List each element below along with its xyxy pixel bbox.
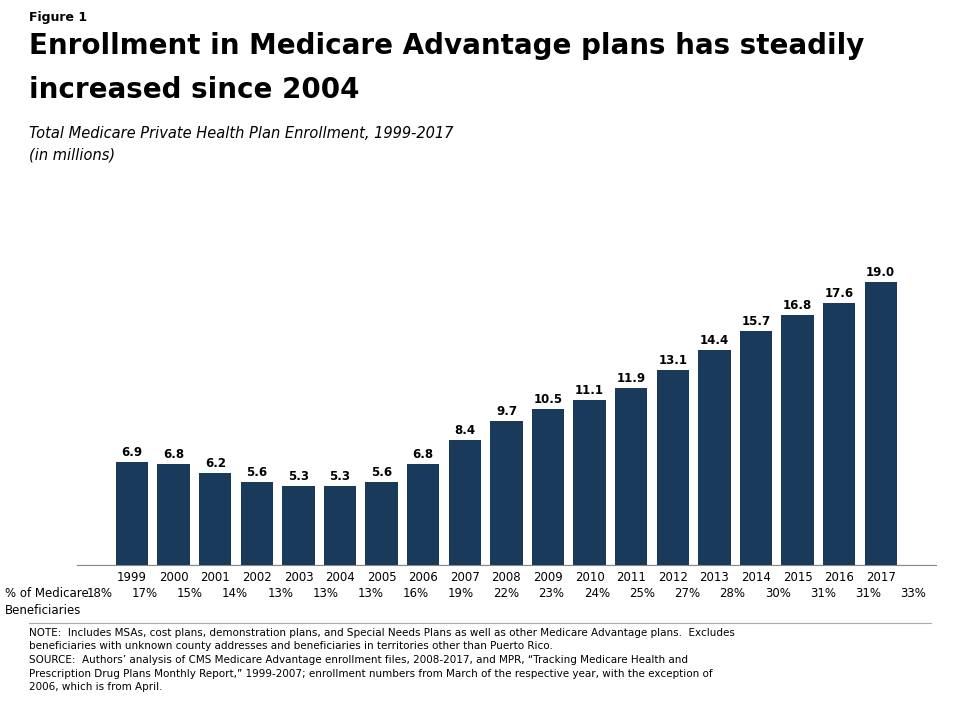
Bar — [532, 409, 564, 565]
Text: 31%: 31% — [810, 587, 836, 600]
Text: 19%: 19% — [448, 587, 474, 600]
Text: 17%: 17% — [132, 587, 157, 600]
Bar — [657, 370, 689, 565]
Bar — [573, 400, 606, 565]
Text: 13%: 13% — [313, 587, 339, 600]
Text: 33%: 33% — [900, 587, 926, 600]
Text: 16%: 16% — [403, 587, 429, 600]
Text: 13%: 13% — [358, 587, 384, 600]
Text: 6.9: 6.9 — [122, 446, 143, 459]
Text: KAISER: KAISER — [842, 660, 903, 675]
Text: 5.3: 5.3 — [288, 470, 309, 483]
Bar — [157, 464, 190, 565]
Text: 14%: 14% — [222, 587, 248, 600]
Bar — [781, 315, 814, 565]
Text: 11.1: 11.1 — [575, 384, 604, 397]
Text: 23%: 23% — [539, 587, 564, 600]
Text: NOTE:  Includes MSAs, cost plans, demonstration plans, and Special Needs Plans a: NOTE: Includes MSAs, cost plans, demonst… — [29, 628, 734, 692]
Text: 6.2: 6.2 — [204, 456, 226, 469]
Text: FOUNDATION: FOUNDATION — [844, 696, 901, 706]
Bar — [282, 486, 315, 565]
Text: 13.1: 13.1 — [659, 354, 687, 367]
Text: 28%: 28% — [719, 587, 746, 600]
Bar — [865, 282, 897, 565]
Bar — [324, 486, 356, 565]
Text: 14.4: 14.4 — [700, 335, 729, 348]
Text: 9.7: 9.7 — [496, 405, 516, 418]
Text: Enrollment in Medicare Advantage plans has steadily: Enrollment in Medicare Advantage plans h… — [29, 32, 864, 60]
Text: 11.9: 11.9 — [616, 372, 646, 384]
Text: 24%: 24% — [584, 587, 610, 600]
Text: 18%: 18% — [86, 587, 112, 600]
Text: 22%: 22% — [493, 587, 519, 600]
Text: 8.4: 8.4 — [454, 424, 475, 437]
Text: 13%: 13% — [267, 587, 294, 600]
Bar — [698, 351, 731, 565]
Bar — [199, 473, 231, 565]
Text: 6.8: 6.8 — [163, 448, 184, 461]
Text: 31%: 31% — [855, 587, 881, 600]
Text: 6.8: 6.8 — [413, 448, 434, 461]
Text: 16.8: 16.8 — [783, 299, 812, 312]
Bar — [740, 331, 772, 565]
Text: 15.7: 15.7 — [741, 315, 771, 328]
Text: FAMILY: FAMILY — [843, 678, 902, 693]
Bar — [116, 462, 148, 565]
Text: 15%: 15% — [177, 587, 203, 600]
Bar — [615, 387, 647, 565]
Bar — [407, 464, 440, 565]
Text: 5.3: 5.3 — [329, 470, 350, 483]
Text: increased since 2004: increased since 2004 — [29, 76, 359, 104]
Bar — [823, 302, 855, 565]
Text: 10.5: 10.5 — [534, 392, 563, 405]
Bar — [241, 482, 273, 565]
Text: 25%: 25% — [629, 587, 655, 600]
Text: THE HENRY J.: THE HENRY J. — [847, 644, 899, 649]
Text: Figure 1: Figure 1 — [29, 11, 87, 24]
Text: 30%: 30% — [765, 587, 791, 600]
Text: % of Medicare: % of Medicare — [5, 587, 88, 600]
Text: 5.6: 5.6 — [372, 466, 393, 479]
Text: 27%: 27% — [674, 587, 701, 600]
Text: 5.6: 5.6 — [247, 466, 268, 479]
Bar — [366, 482, 397, 565]
Text: 19.0: 19.0 — [866, 266, 896, 279]
Text: Beneficiaries: Beneficiaries — [5, 604, 82, 617]
Text: (in millions): (in millions) — [29, 148, 115, 163]
Bar — [491, 420, 522, 565]
Bar — [448, 440, 481, 565]
Text: Total Medicare Private Health Plan Enrollment, 1999-2017: Total Medicare Private Health Plan Enrol… — [29, 126, 453, 141]
Text: 17.6: 17.6 — [825, 287, 853, 300]
